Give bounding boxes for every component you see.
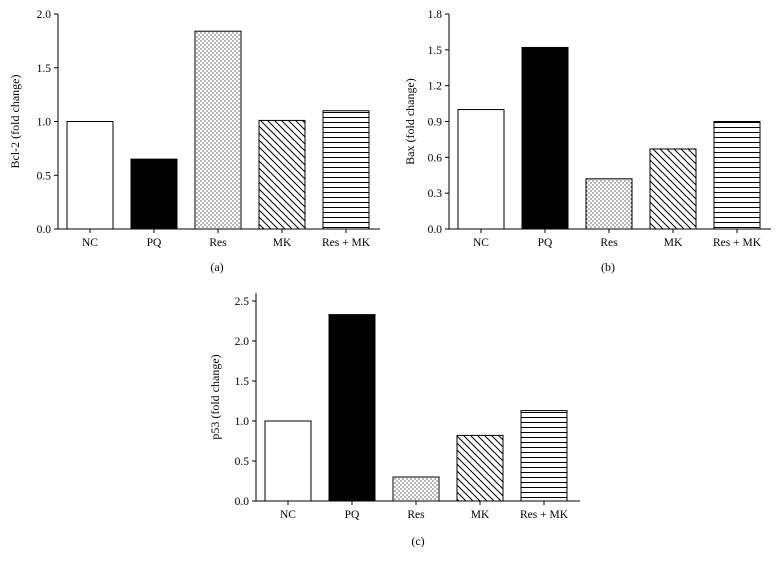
x-tick-label: MK <box>664 237 683 249</box>
y-tick-label: 1.8 <box>428 9 443 21</box>
y-axis-label: p53 (fold change) <box>208 354 222 439</box>
y-axis-label: Bcl-2 (fold change) <box>8 75 22 169</box>
y-tick-label: 0.0 <box>235 496 250 508</box>
bar-mk <box>456 434 504 502</box>
bar-res <box>194 30 242 230</box>
y-tick-label: 0.5 <box>37 170 52 182</box>
x-tick-label: Res <box>209 237 227 249</box>
bar-res-mk <box>520 410 568 502</box>
x-tick-label: PQ <box>147 237 162 249</box>
y-tick-label: 0.0 <box>37 224 52 236</box>
y-tick-label: 1.2 <box>428 81 443 93</box>
y-axis-label: Bax (fold change) <box>403 78 417 165</box>
y-tick-label: 2.0 <box>235 336 250 348</box>
x-tick-label: PQ <box>345 509 360 521</box>
panel-label: (a) <box>210 260 223 274</box>
bar-res-mk <box>713 121 761 230</box>
x-tick-label: MK <box>273 237 292 249</box>
x-tick-label: Res + MK <box>322 237 371 249</box>
y-tick-label: 1.5 <box>37 63 52 75</box>
y-tick-label: 0.0 <box>428 224 443 236</box>
chart-bcl2: 0.0 0.5 1.0 1.5 2.0 NC PQ Res MK Res + MK Bcl-2 (f… <box>8 9 380 274</box>
panel-label: (b) <box>601 260 615 274</box>
y-tick-label: 1.5 <box>428 45 443 57</box>
bar-pq <box>328 314 376 502</box>
bar-res <box>585 178 633 230</box>
bar-nc <box>264 420 312 502</box>
bar-pq <box>521 46 569 230</box>
y-tick-label: 0.3 <box>428 188 443 200</box>
y-tick-label: 1.5 <box>235 376 250 388</box>
x-tick-label: NC <box>473 237 489 249</box>
bar-mk <box>649 148 697 230</box>
bar-res-mk <box>322 110 370 230</box>
chart-p53: 0.0 0.5 1.0 1.5 2.0 2.5 NC PQ Res MK Res + MK p53 (… <box>208 293 580 548</box>
bar-mk <box>258 119 306 230</box>
panel-label: (c) <box>411 534 424 548</box>
y-tick-label: 2.0 <box>37 9 52 21</box>
x-tick-label: Res <box>600 237 618 249</box>
y-tick-label: 0.6 <box>428 152 443 164</box>
x-tick-label: Res <box>407 509 425 521</box>
y-tick-label: 0.9 <box>428 117 443 129</box>
x-tick-label: NC <box>280 509 296 521</box>
y-tick-label: 2.5 <box>235 296 250 308</box>
bar-pq <box>130 158 178 230</box>
y-tick-label: 0.5 <box>235 456 250 468</box>
bar-nc <box>66 121 114 230</box>
bar-nc <box>457 109 505 230</box>
x-tick-label: Res + MK <box>520 509 569 521</box>
x-tick-label: PQ <box>538 237 553 249</box>
chart-bax: 0.0 0.3 0.6 0.9 1.2 1.5 1.8 NC PQ Res MK Res + MK Ba… <box>403 9 771 274</box>
bar-res <box>392 476 440 502</box>
x-tick-label: Res + MK <box>713 237 762 249</box>
y-tick-label: 1.0 <box>235 416 250 428</box>
x-tick-label: MK <box>471 509 490 521</box>
y-tick-label: 1.0 <box>37 117 52 129</box>
x-tick-label: NC <box>82 237 98 249</box>
